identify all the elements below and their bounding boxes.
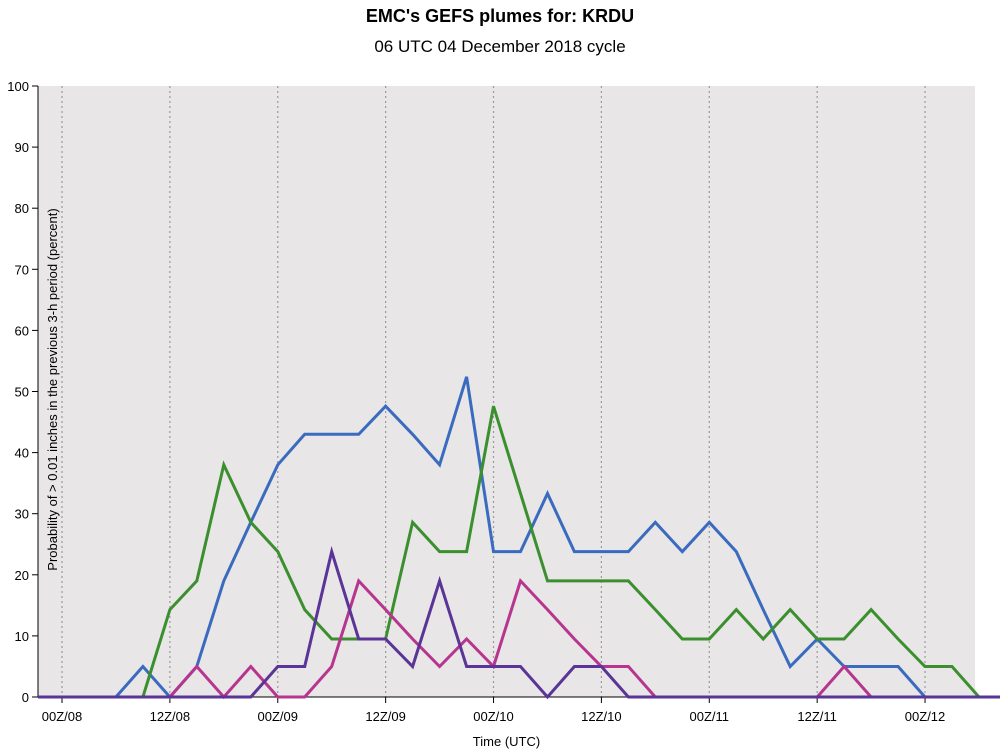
x-tick-label: 00Z/10: [473, 709, 513, 724]
x-tick-label: 12Z/08: [150, 709, 190, 724]
x-tick-label: 12Z/11: [797, 709, 837, 724]
vertical-gridlines: [61, 86, 926, 697]
series-line-2: [38, 405, 1000, 699]
y-tick-label: 10: [15, 629, 29, 644]
series-lines: [38, 376, 1000, 700]
y-tick-label: 50: [15, 385, 29, 400]
x-tick-label: 00Z/08: [42, 709, 82, 724]
x-tick-label: 00Z/11: [690, 709, 730, 724]
y-tick-label: 0: [22, 690, 29, 705]
chart-subtitle: 06 UTC 04 December 2018 cycle: [374, 37, 626, 56]
y-tick-label: 40: [15, 446, 29, 461]
x-tick-label: 12Z/10: [581, 709, 621, 724]
chart-title: EMC's GEFS plumes for: KRDU: [365, 6, 635, 26]
y-tick-label: 90: [15, 140, 29, 155]
plot-area: [38, 86, 975, 697]
y-tick-label: 100: [7, 79, 29, 94]
series-line-4: [38, 545, 1000, 700]
x-axis: 00Z/08 12Z/08 00Z/09 12Z/09 00Z/10 12Z/10 00Z/…: [38, 696, 975, 724]
y-tick-label: 20: [15, 568, 29, 583]
series-line-1: [38, 376, 1000, 700]
series-line-3: [38, 578, 1000, 700]
y-tick-label: 30: [15, 507, 29, 522]
x-tick-label: 00Z/12: [905, 709, 945, 724]
y-tick-label: 80: [15, 201, 29, 216]
x-axis-label: Time (UTC): [473, 734, 540, 749]
y-tick-label: 60: [15, 323, 29, 338]
y-tick-label: 70: [15, 262, 29, 277]
y-axis-label: Probability of > 0.01 inches in the prev…: [45, 208, 60, 570]
x-tick-label: 00Z/09: [258, 709, 298, 724]
y-axis: 0 10 20 30 40 50 60 70 80 90 100: [7, 79, 39, 705]
x-tick-label: 12Z/09: [365, 709, 405, 724]
